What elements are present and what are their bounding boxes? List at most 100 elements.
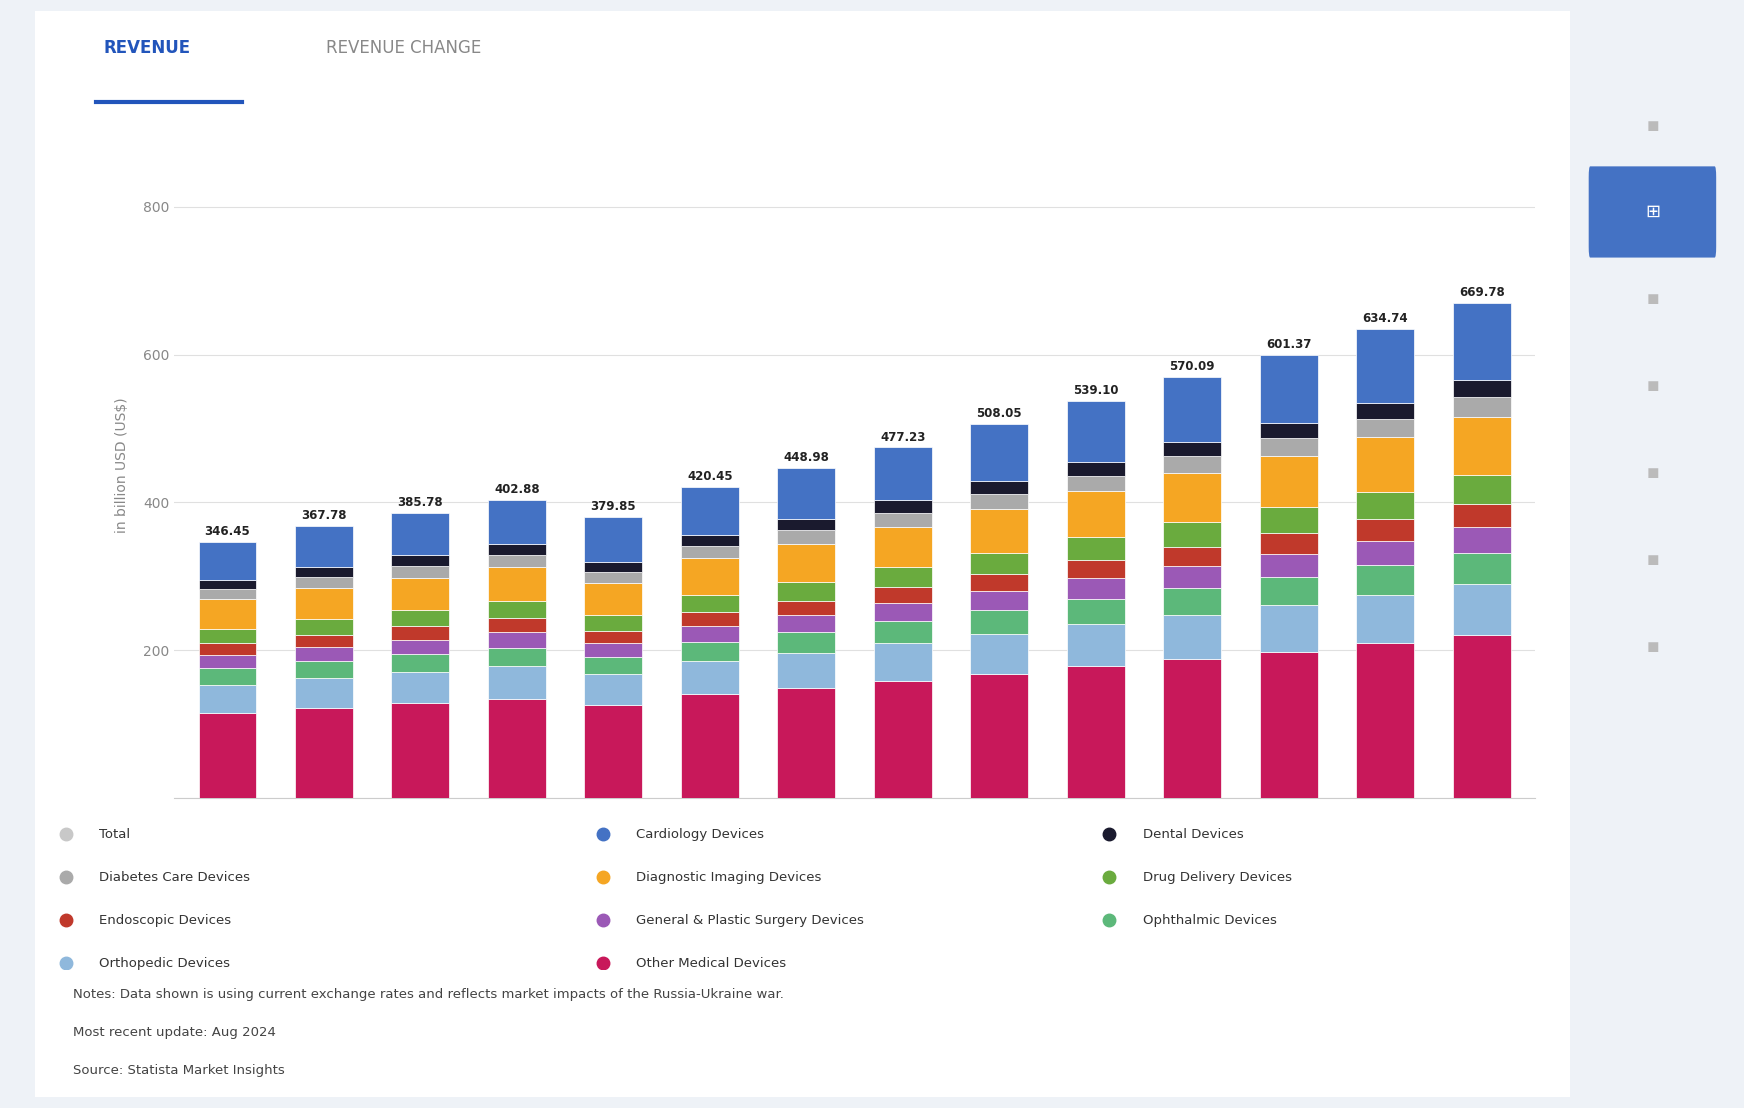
Bar (1357, 644, 1414, 798)
Bar (970, 494, 1029, 509)
Bar (488, 633, 546, 648)
Bar (488, 500, 546, 544)
Bar (295, 577, 352, 588)
Bar (1163, 659, 1221, 798)
Bar (1067, 666, 1125, 798)
Bar (391, 566, 450, 577)
Text: Dental Devices: Dental Devices (1142, 828, 1243, 841)
Text: 385.78: 385.78 (398, 496, 443, 509)
Bar (1163, 615, 1221, 659)
Bar (1453, 475, 1510, 504)
Bar (391, 577, 450, 611)
Text: Drug Delivery Devices: Drug Delivery Devices (1142, 871, 1292, 884)
Text: Ophthalmic Devices: Ophthalmic Devices (1142, 914, 1277, 926)
Text: 367.78: 367.78 (302, 510, 347, 522)
Bar (295, 635, 352, 647)
Text: Cardiology Devices: Cardiology Devices (637, 828, 764, 841)
Bar (1163, 442, 1221, 456)
Bar (1067, 560, 1125, 578)
Bar (488, 544, 546, 555)
Bar (1453, 398, 1510, 418)
Bar (1067, 578, 1125, 599)
Bar (680, 546, 739, 558)
Bar (488, 566, 546, 602)
Bar (1357, 402, 1414, 419)
Bar (488, 618, 546, 633)
Bar (874, 622, 931, 644)
Bar (1163, 473, 1221, 522)
Bar (295, 647, 352, 661)
Bar (199, 685, 256, 712)
Bar (295, 678, 352, 708)
Bar (680, 626, 739, 642)
Bar (295, 588, 352, 619)
Bar (584, 562, 642, 572)
Bar (1259, 577, 1318, 605)
Bar (778, 519, 835, 531)
Bar (391, 611, 450, 626)
Bar (778, 582, 835, 601)
Bar (584, 657, 642, 675)
Bar (1357, 438, 1414, 492)
Bar (1067, 599, 1125, 624)
Bar (295, 661, 352, 678)
Bar (199, 628, 256, 644)
Bar (970, 553, 1029, 574)
Text: Source: Statista Market Insights: Source: Statista Market Insights (73, 1064, 284, 1077)
Text: Diagnostic Imaging Devices: Diagnostic Imaging Devices (637, 871, 821, 884)
Bar (391, 513, 450, 555)
Text: 448.98: 448.98 (783, 451, 828, 464)
Text: Other Medical Devices: Other Medical Devices (637, 956, 787, 970)
Bar (970, 674, 1029, 798)
Text: 402.88: 402.88 (494, 483, 539, 496)
Bar (391, 673, 450, 704)
Bar (584, 517, 642, 562)
Text: ⊞: ⊞ (1645, 203, 1660, 220)
Bar (874, 500, 931, 513)
Bar (778, 633, 835, 653)
Bar (1259, 652, 1318, 798)
Bar (874, 567, 931, 587)
Text: Total: Total (99, 828, 131, 841)
Bar (391, 555, 450, 566)
Bar (199, 644, 256, 655)
Bar (199, 712, 256, 798)
Bar (199, 579, 256, 588)
Bar (1259, 455, 1318, 507)
Bar (778, 601, 835, 615)
Bar (1453, 380, 1510, 398)
Bar (295, 708, 352, 798)
Text: REVENUE: REVENUE (105, 39, 192, 58)
Bar (1453, 553, 1510, 584)
Bar (680, 661, 739, 695)
Bar (1357, 565, 1414, 595)
Bar (874, 448, 931, 500)
Bar (680, 535, 739, 546)
Bar (680, 558, 739, 595)
Text: ◼: ◼ (1646, 465, 1659, 480)
Bar (584, 675, 642, 705)
Bar (1067, 462, 1125, 475)
Bar (874, 526, 931, 567)
Text: 570.09: 570.09 (1170, 360, 1216, 373)
Bar (584, 644, 642, 657)
Text: ◼: ◼ (1646, 552, 1659, 567)
Bar (970, 574, 1029, 591)
Bar (778, 615, 835, 633)
Text: 508.05: 508.05 (977, 408, 1022, 420)
Bar (778, 468, 835, 519)
Text: Endoscopic Devices: Endoscopic Devices (99, 914, 232, 926)
Bar (970, 424, 1029, 481)
Text: Diabetes Care Devices: Diabetes Care Devices (99, 871, 251, 884)
Bar (1259, 422, 1318, 438)
Bar (1357, 541, 1414, 565)
Text: 346.45: 346.45 (204, 525, 251, 538)
Bar (295, 567, 352, 577)
Bar (680, 695, 739, 798)
Bar (488, 648, 546, 666)
Bar (778, 688, 835, 798)
Text: REVENUE CHANGE: REVENUE CHANGE (326, 39, 481, 58)
Bar (1163, 546, 1221, 566)
Bar (1259, 605, 1318, 652)
Bar (778, 544, 835, 582)
